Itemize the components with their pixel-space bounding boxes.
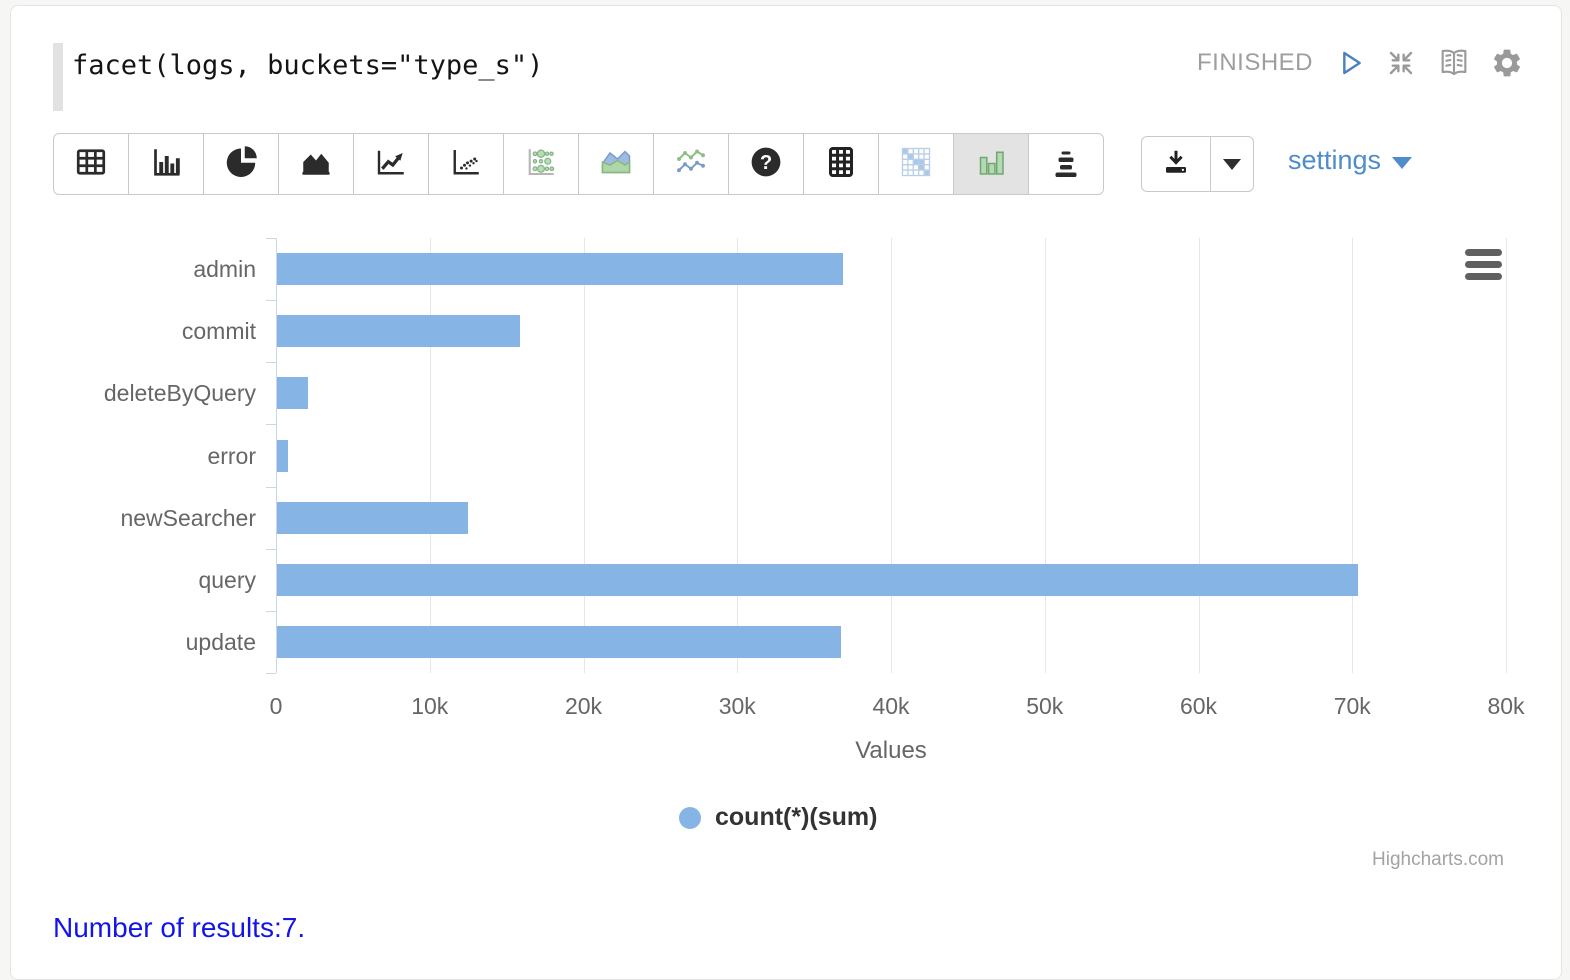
chart-type-funnel-button[interactable] [1028,133,1104,195]
category-label: commit [181,318,256,345]
heatmap-icon [898,144,934,185]
bar-newSearcher[interactable] [277,501,468,534]
legend-marker [679,806,701,829]
gear-icon[interactable] [1491,47,1523,79]
chart-type-multi-area-button[interactable] [578,133,654,195]
editor-gutter [53,43,63,111]
x-tick-label: 10k [411,693,449,719]
chart-type-help-button[interactable]: ? [728,133,804,195]
category-label: deleteByQuery [103,380,256,407]
category-label: update [185,628,256,655]
x-tick-label: 40k [872,693,910,719]
play-icon[interactable] [1333,47,1365,79]
bar-deleteByQuery[interactable] [277,377,308,410]
legend-label: count(*)(sum) [715,803,878,831]
chart-type-pie-button[interactable] [203,133,279,195]
highcharts-credit-link[interactable]: Highcharts.com [1372,849,1504,870]
area-chart-icon [298,144,334,185]
x-gridline [1044,238,1046,673]
x-gridline [1352,238,1354,673]
download-button[interactable] [1141,136,1211,192]
x-gridline [429,238,431,673]
category-label: admin [193,256,256,283]
x-tick-label: 70k [1333,693,1371,719]
bar-update[interactable] [277,625,842,658]
results-count-text: Number of results:7. [53,912,306,943]
x-tick-label: 50k [1026,693,1064,719]
y-axis-tick [266,549,276,550]
chart-type-multi-line-button[interactable] [653,133,729,195]
chart-type-scatter-button[interactable] [428,133,504,195]
chart-type-area-button[interactable] [278,133,354,195]
x-gridline [891,238,892,673]
bar-admin[interactable] [277,253,843,286]
y-axis-tick [266,424,276,425]
y-axis-tick [266,611,276,612]
chart-area: 0 10k 20k 30k 40k 50k 60k 70k 80k admin commit dele… [11,6,1561,979]
green-bars-icon [973,144,1009,185]
chart-export-menu-icon[interactable] [1465,249,1502,280]
chart-type-bar-button[interactable] [128,133,204,195]
pie-chart-icon [223,144,259,185]
multi-line-icon [673,144,709,185]
paragraph-controls: FINISHED [1197,46,1523,80]
chevron-down-icon [1223,158,1241,170]
chart-type-pivot-button[interactable] [803,133,879,195]
funnel-icon [1048,144,1084,185]
multi-area-icon [598,144,634,185]
chart-type-facet-bar-button[interactable] [953,133,1029,195]
y-axis-tick [266,673,276,674]
chart-type-line-button[interactable] [353,133,429,195]
collapse-icon[interactable] [1385,47,1417,79]
category-label: newSearcher [120,504,256,531]
chart-type-bubble-button[interactable] [503,133,579,195]
paragraph-card: facet(logs, buckets="type_s") FINISHED [10,5,1562,980]
book-icon[interactable] [1437,46,1471,80]
bubble-matrix-icon [523,144,559,185]
status-badge: FINISHED [1196,49,1313,76]
x-gridline [1198,238,1200,673]
x-gridline [1506,238,1507,673]
download-options-button[interactable] [1210,136,1254,192]
chart-type-toolbar: ? [53,133,1104,195]
query-editor[interactable]: facet(logs, buckets="type_s") [72,50,544,81]
settings-dropdown[interactable]: settings [1288,145,1413,176]
x-tick-label: 30k [718,693,756,719]
scatter-icon [448,144,484,185]
category-label: error [207,442,256,469]
y-axis-tick [266,362,276,363]
category-label: query [198,566,256,593]
y-axis-tick [266,300,276,301]
pivot-table-icon [823,144,859,185]
settings-label: settings [1288,145,1382,175]
settings-caret-icon [1392,156,1413,169]
help-icon: ? [748,144,784,185]
x-tick-label: 60k [1179,693,1218,719]
line-chart-icon [373,144,409,185]
bar-error[interactable] [277,439,288,472]
download-button-group [1141,136,1254,192]
svg-text:?: ? [760,151,772,173]
bar-query[interactable] [277,563,1358,596]
chart-type-heatmap-button[interactable] [878,133,954,195]
download-icon [1161,147,1191,182]
legend-item[interactable]: count(*)(sum) [679,803,877,832]
y-axis-tick [266,487,276,488]
x-tick-label: 80k [1487,693,1525,719]
bar-chart-icon [148,144,184,185]
y-axis-tick [266,238,276,239]
y-axis-line [276,238,277,673]
bar-commit[interactable] [277,315,520,348]
x-tick-label: 20k [564,693,603,719]
x-axis-title: Values [855,737,927,764]
x-gridline [583,238,585,673]
table-icon [73,144,109,185]
x-gridline [737,238,739,673]
chart-type-table-button[interactable] [53,133,129,195]
x-tick-label: 0 [269,693,283,719]
